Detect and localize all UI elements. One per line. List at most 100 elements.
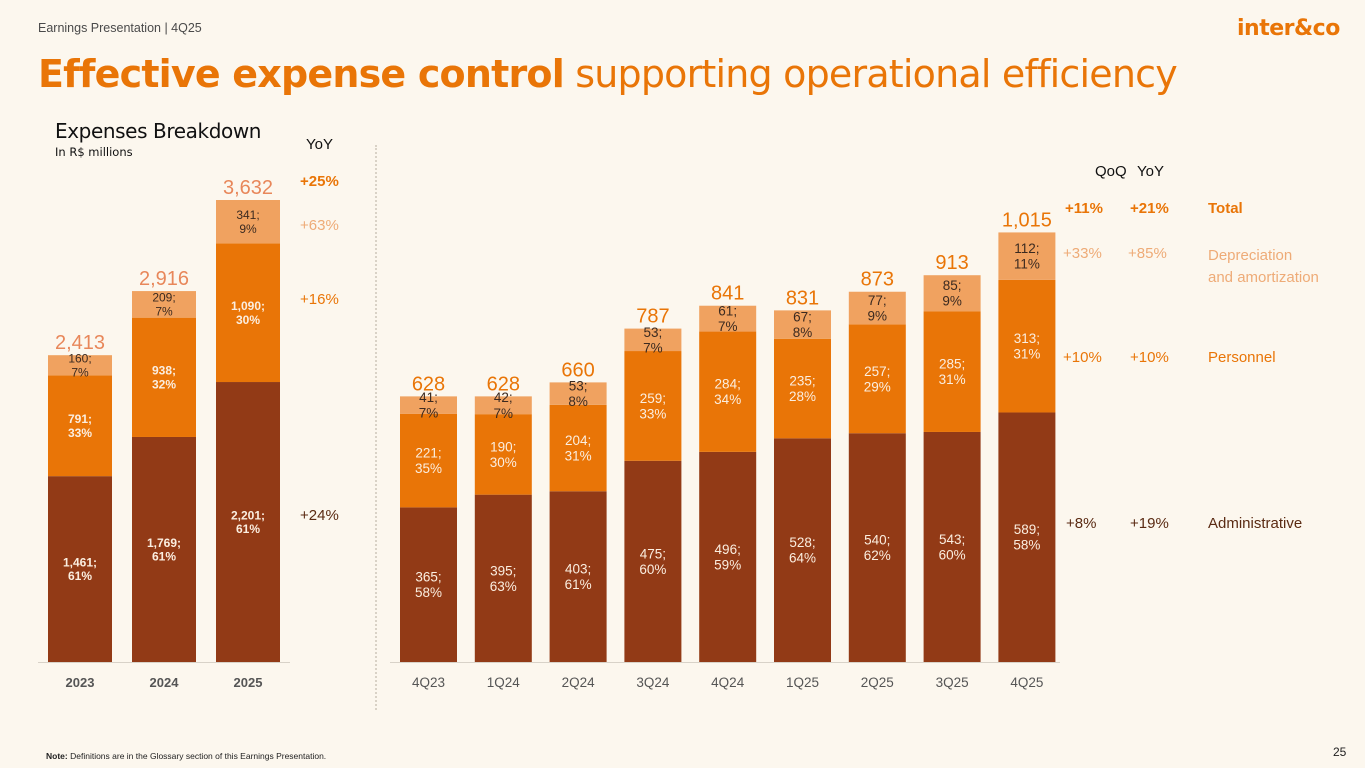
data-label-administrative: 528; 64% (789, 535, 816, 566)
bar-segment-administrative (549, 491, 607, 662)
annual-yoy-depreciation: +63% (300, 217, 339, 234)
data-label-personnel: 235; 28% (789, 373, 816, 404)
page-title: Effective expense control supporting ope… (38, 52, 1178, 96)
annual-yoy-header: YoY (306, 136, 333, 153)
bar-segment-personnel (400, 413, 457, 508)
bar-segment-personnel (48, 375, 112, 477)
data-label-administrative: 1,769; 61% (147, 536, 181, 564)
bar-segment-administrative (400, 507, 457, 662)
total-label: 787 (636, 306, 669, 328)
bar-segment-depreciation (848, 291, 906, 325)
yoy-depreciation: +85% (1128, 245, 1167, 262)
bar-segment-administrative (699, 451, 757, 662)
yoy-total: +21% (1130, 200, 1169, 217)
bar-segment-personnel (998, 279, 1056, 413)
qoq-total: +11% (1065, 200, 1103, 217)
annual-yoy-total: +25% (300, 173, 339, 190)
legend-depreciation: Depreciation and amortization (1208, 247, 1319, 286)
data-label-depreciation: 67; 8% (793, 310, 813, 341)
x-tick-label: 3Q24 (636, 675, 670, 690)
x-tick-label: 2025 (234, 675, 263, 690)
bar-segment-depreciation (549, 382, 607, 405)
total-label: 913 (935, 252, 968, 274)
qoq-administrative: +8% (1066, 515, 1097, 532)
note-label: Note: (46, 751, 68, 761)
bar-segment-personnel (549, 404, 607, 492)
data-label-personnel: 791; 33% (68, 412, 92, 440)
bar-segment-personnel (923, 311, 981, 432)
data-label-depreciation: 41; 7% (419, 390, 439, 421)
note-text: Definitions are in the Glossary section … (67, 751, 327, 761)
data-label-administrative: 475; 60% (639, 546, 666, 577)
legend-total: Total (1208, 200, 1243, 217)
data-label-depreciation: 85; 9% (942, 278, 962, 309)
footnote: Note: Definitions are in the Glossary se… (46, 751, 326, 761)
data-label-depreciation: 53; 8% (568, 379, 588, 410)
bar-segment-personnel (848, 324, 906, 434)
x-tick-label: 2Q24 (562, 675, 596, 690)
bar-segment-personnel (624, 351, 682, 461)
legend-personnel: Personnel (1208, 349, 1276, 366)
bar-segment-administrative (624, 460, 682, 662)
total-label: 3,632 (223, 177, 273, 199)
x-tick-label: 4Q25 (1010, 675, 1043, 690)
x-tick-label: 4Q23 (412, 675, 445, 690)
yoy-administrative: +19% (1130, 515, 1169, 532)
bar-segment-administrative (774, 438, 831, 662)
section-units: In R$ millions (55, 145, 133, 159)
bar-segment-depreciation (624, 328, 682, 352)
total-label: 873 (861, 269, 894, 291)
data-label-depreciation: 209; 7% (152, 291, 175, 319)
data-label-depreciation: 42; 7% (494, 390, 514, 421)
total-label: 831 (786, 287, 819, 309)
bar-segment-depreciation (998, 232, 1056, 280)
data-label-depreciation: 77; 9% (868, 293, 888, 324)
bar-segment-depreciation (216, 200, 280, 244)
data-label-administrative: 589; 58% (1013, 522, 1040, 553)
data-label-depreciation: 53; 7% (643, 325, 663, 356)
annual-yoy-personnel: +16% (300, 291, 339, 308)
bar-segment-administrative (132, 436, 196, 662)
bar-segment-personnel (132, 317, 196, 437)
bar-segment-administrative (848, 433, 906, 662)
legend-administrative: Administrative (1208, 515, 1303, 532)
bar-segment-depreciation (48, 355, 112, 376)
qoq-header: QoQ (1095, 163, 1127, 180)
qoq-depreciation: +33% (1063, 245, 1102, 262)
x-tick-label: 1Q24 (487, 675, 521, 690)
data-label-depreciation: 341; 9% (236, 208, 259, 236)
bar-segment-administrative (474, 494, 532, 662)
total-label: 2,413 (55, 332, 105, 354)
bar-segment-depreciation (699, 305, 757, 332)
x-tick-label: 1Q25 (786, 675, 819, 690)
data-label-administrative: 365; 58% (415, 570, 442, 601)
data-label-depreciation: 61; 7% (718, 304, 738, 335)
chart-divider (375, 145, 377, 710)
data-label-administrative: 395; 63% (490, 563, 517, 594)
total-label: 628 (412, 373, 445, 395)
data-label-personnel: 1,090; 30% (231, 299, 265, 327)
data-label-administrative: 496; 59% (714, 542, 741, 573)
title-bold: Effective expense control (38, 52, 565, 96)
yoy-personnel: +10% (1130, 349, 1169, 366)
bar-segment-personnel (474, 414, 532, 495)
data-label-administrative: 403; 61% (565, 562, 592, 593)
data-label-personnel: 938; 32% (152, 364, 176, 392)
data-label-personnel: 284; 34% (714, 377, 741, 408)
bar-segment-depreciation (774, 310, 831, 339)
section-title: Expenses Breakdown (55, 119, 262, 143)
total-label: 841 (711, 283, 744, 305)
x-tick-label: 2023 (66, 675, 95, 690)
title-light: supporting operational efficiency (563, 52, 1178, 96)
data-label-personnel: 313; 31% (1013, 331, 1040, 362)
bar-segment-personnel (216, 243, 280, 383)
data-label-depreciation: 160; 7% (68, 352, 91, 380)
bar-segment-administrative (48, 476, 112, 662)
data-label-personnel: 190; 30% (490, 439, 517, 470)
inter-co-logo: inter&co (1237, 16, 1340, 41)
quarterly-yoy-header: YoY (1137, 163, 1164, 180)
data-label-personnel: 257; 29% (864, 364, 891, 395)
data-label-administrative: 540; 62% (864, 533, 891, 564)
data-label-administrative: 2,201; 61% (231, 508, 265, 536)
